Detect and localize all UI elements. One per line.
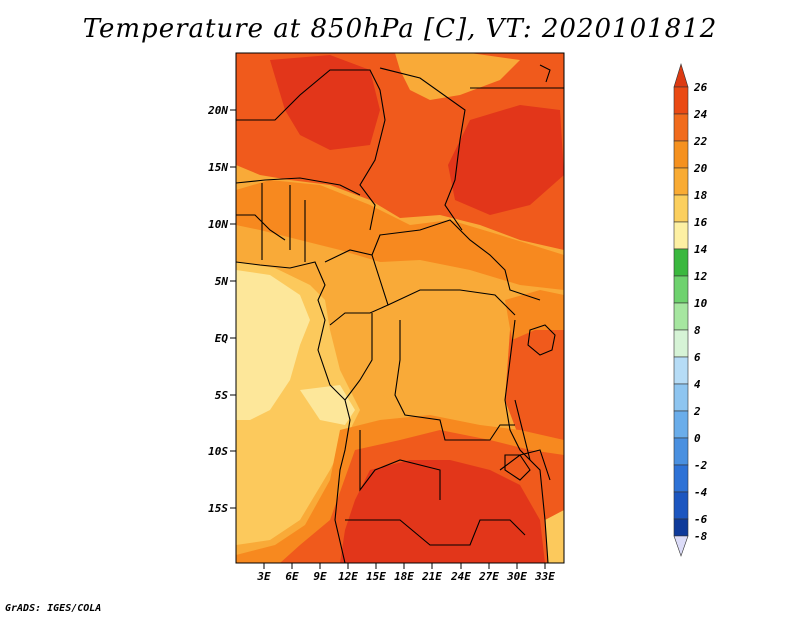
colorbar-swatch (673, 410, 689, 439)
colorbar-swatch (673, 383, 689, 412)
colorbar-label: -6 (694, 513, 708, 526)
southern-hot-core (340, 460, 545, 563)
colorbar-label: 4 (694, 378, 701, 391)
lat-label: 10N (208, 218, 228, 231)
colorbar-swatch (673, 437, 689, 466)
border-line (329, 254, 389, 326)
lon-label: 33E (534, 570, 555, 583)
map-title: Temperature at 850hPa [C], VT: 202010181… (82, 14, 718, 44)
border-line (345, 519, 526, 546)
colorbar-swatch (673, 140, 689, 169)
colorbar-swatch (673, 113, 689, 142)
border-line (236, 69, 386, 231)
colorbar-swatch (673, 302, 689, 331)
colorbar-label: 24 (693, 108, 708, 121)
colorbar-label: 10 (694, 297, 708, 310)
border-line (387, 289, 516, 316)
colorbar-swatch (673, 221, 689, 250)
sahel-hot-core-east (448, 105, 564, 215)
north-mild-patch (395, 53, 520, 100)
border-line (499, 449, 551, 481)
colorbar-label: 8 (694, 324, 701, 337)
colorbar-swatch (673, 275, 689, 304)
colorbar-label: 0 (694, 432, 701, 445)
colorbar-swatch (673, 464, 689, 493)
colorbar-label: 16 (694, 216, 708, 229)
border-line (504, 319, 549, 563)
grads-credit: GrADS: IGES/COLA (5, 603, 102, 614)
lat-label: 5S (215, 389, 229, 402)
colorbar-label: 14 (694, 243, 708, 256)
lat-label: 5N (215, 275, 229, 288)
lat-label: 10S (208, 445, 228, 458)
lon-label: 18E (394, 570, 414, 583)
west-coast-coolest-region (236, 270, 310, 420)
coastal-coolest-strip (300, 385, 355, 425)
sahel-hot-core-west (270, 55, 380, 150)
lon-label: 12E (338, 570, 358, 583)
lat-tick-labels: 20N 15N 10N 5N EQ 5S 10S 15S (207, 104, 228, 515)
east-african-warmer-patch (505, 290, 564, 340)
border-line (394, 320, 515, 441)
colorbar-swatch (673, 167, 689, 196)
map-frame (235, 52, 565, 564)
lon-label: 6E (285, 570, 299, 583)
colorbar-label: 20 (693, 162, 708, 175)
southeast-cool-edge (545, 510, 564, 563)
lon-label: 3E (256, 570, 271, 583)
north-warm-band (236, 180, 564, 290)
congo-basin-region (330, 285, 540, 420)
colorbar-label: -8 (694, 530, 708, 543)
country-borders (236, 64, 564, 563)
border-line (324, 219, 541, 301)
lake-outline (514, 399, 531, 461)
lon-tick-labels: 3E 6E 9E 12E 15E 18E 21E 24E 27E 30E 33E (256, 570, 555, 583)
colorbar (673, 62, 689, 557)
colorbar-swatch (673, 518, 689, 537)
colorbar-labels: 26 24 22 20 18 16 14 12 10 8 6 4 2 0 -2 … (693, 81, 708, 543)
lat-tick-marks (230, 109, 236, 509)
colorbar-top-triangle (673, 62, 689, 88)
border-line (236, 177, 361, 196)
colorbar-label: 2 (693, 405, 701, 418)
colorbar-label: -4 (694, 486, 708, 499)
lon-label: 24E (450, 570, 471, 583)
lon-label: 15E (366, 570, 386, 583)
coastline (236, 261, 351, 563)
lat-label: EQ (215, 332, 229, 345)
colorbar-swatch (673, 194, 689, 223)
lat-label: 15N (208, 161, 228, 174)
colorbar-label: 12 (694, 270, 708, 283)
border-line (236, 214, 286, 241)
lake-outline (504, 454, 531, 481)
lon-label: 30E (506, 570, 527, 583)
lat-label: 15S (208, 502, 228, 515)
lake-outline (527, 324, 556, 356)
border-line (344, 313, 373, 401)
colorbar-label: 6 (694, 351, 701, 364)
lon-tick-marks (263, 563, 546, 569)
lon-label: 9E (313, 570, 327, 583)
lon-label: 21E (421, 570, 442, 583)
colorbar-label: 26 (693, 81, 708, 94)
colorbar-swatch (673, 86, 689, 115)
colorbar-swatch (673, 356, 689, 385)
colorbar-swatch (673, 248, 689, 277)
colorbar-swatch (673, 329, 689, 358)
colorbar-label: -2 (694, 459, 708, 472)
temperature-field (236, 53, 564, 563)
colorbar-swatch (673, 491, 689, 520)
colorbar-bottom-triangle (673, 535, 689, 557)
colorbar-label: 22 (693, 135, 708, 148)
border-line (359, 430, 441, 500)
border-line (379, 67, 466, 231)
lat-label: 20N (207, 104, 228, 117)
lake-outline (539, 64, 551, 83)
colorbar-label: 18 (694, 189, 708, 202)
lon-label: 27E (478, 570, 499, 583)
